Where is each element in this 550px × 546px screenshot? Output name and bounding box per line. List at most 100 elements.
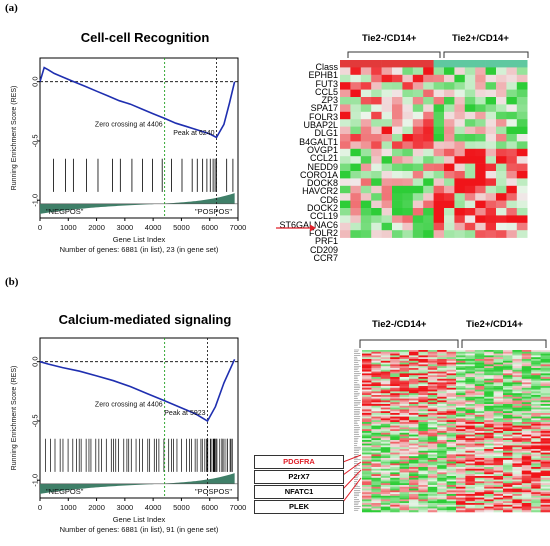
- heatmap-cell: [474, 395, 485, 398]
- heatmap-cell: [371, 360, 382, 363]
- heatmap-cell: [454, 104, 466, 113]
- heatmap-cell: [503, 474, 513, 477]
- heatmap-cell: [371, 506, 382, 509]
- heatmap-cell: [540, 366, 550, 369]
- heatmap-cell: [399, 454, 410, 457]
- heatmap-cell: [493, 477, 504, 480]
- heatmap-cell: [444, 82, 455, 90]
- heatmap-cell: [371, 438, 382, 441]
- heatmap-cell: [540, 485, 550, 488]
- heatmap-cell: [446, 350, 457, 353]
- heatmap-cell: [503, 425, 513, 428]
- heatmap-cell: [531, 476, 541, 479]
- heatmap-cell: [362, 422, 372, 425]
- heatmap-cell: [484, 508, 494, 511]
- heatmap-cell: [418, 357, 429, 360]
- heatmap-cell: [427, 413, 438, 416]
- heatmap-cell: [512, 368, 523, 371]
- heatmap-cell: [399, 382, 410, 385]
- panel-a-title: Cell-cell Recognition: [80, 30, 210, 45]
- heatmap-cell: [540, 405, 550, 408]
- heatmap-cell: [409, 497, 419, 500]
- heatmap-cell: [521, 418, 532, 421]
- heatmap-cell: [371, 488, 382, 491]
- heatmap-cell: [456, 510, 466, 513]
- heatmap-cell: [409, 416, 419, 419]
- heatmap-cell: [465, 443, 476, 446]
- heatmap-cell: [399, 434, 410, 437]
- heatmap-cell: [409, 459, 419, 462]
- heatmap-cell: [485, 104, 497, 113]
- heatmap-cell: [540, 495, 550, 498]
- heatmap-cell: [418, 423, 429, 426]
- heatmap-cell: [475, 141, 486, 150]
- heatmap-cell: [446, 414, 457, 417]
- heatmap-cell: [446, 411, 457, 414]
- heatmap-cell: [531, 389, 541, 392]
- heatmap-cell: [427, 458, 438, 461]
- heatmap-cell: [540, 362, 550, 365]
- heatmap-cell: [390, 443, 400, 446]
- heatmap-cell: [409, 452, 419, 455]
- heatmap-cell: [454, 97, 466, 105]
- heatmap-cell: [390, 371, 400, 374]
- heatmap-cell: [521, 409, 532, 412]
- plot-footer: Number of genes: 6881 (in list), 91 (in …: [60, 525, 219, 534]
- heatmap-cell: [484, 440, 494, 443]
- heatmap-cell: [503, 416, 513, 419]
- heatmap-cell: [390, 398, 400, 401]
- heatmap-cell: [493, 432, 504, 435]
- heatmap-cell: [496, 141, 507, 150]
- heatmap-cell: [360, 222, 372, 231]
- heatmap-cell: [427, 400, 438, 403]
- heatmap-cell: [409, 432, 419, 435]
- heatmap-cell: [456, 416, 466, 419]
- heatmap-cell: [427, 468, 438, 471]
- heatmap-cell: [418, 450, 429, 453]
- heatmap-cell: [412, 111, 424, 120]
- heatmap-cell: [512, 353, 523, 356]
- heatmap-cell: [531, 369, 541, 372]
- heatmap-cell: [423, 134, 434, 142]
- heatmap-cell: [484, 470, 494, 473]
- heatmap-cell: [454, 193, 466, 201]
- heatmap-cell: [540, 411, 550, 414]
- heatmap-cell: [503, 395, 513, 398]
- heatmap-cell: [456, 420, 466, 423]
- heatmap-cell: [399, 488, 410, 491]
- heatmap-cell: [381, 156, 393, 164]
- heatmap-cell: [423, 104, 434, 113]
- heatmap-cell: [506, 134, 518, 142]
- heatmap-cell: [427, 495, 438, 498]
- gene-label: CD6: [319, 194, 338, 205]
- heatmap-cell: [503, 449, 513, 452]
- heatmap-cell: [512, 432, 523, 435]
- heatmap-cell: [418, 369, 429, 372]
- heatmap-cell: [503, 420, 513, 423]
- heatmap-cell: [418, 387, 429, 390]
- heatmap-cell: [512, 380, 523, 383]
- heatmap-cell: [390, 495, 400, 498]
- heatmap-cell: [506, 141, 518, 150]
- heatmap-cell: [540, 353, 550, 356]
- pospos-tag: "POSPOS": [195, 487, 232, 496]
- heatmap-cell: [531, 368, 541, 371]
- heatmap-cell: [362, 490, 372, 493]
- heatmap-cell: [531, 416, 541, 419]
- heatmap-cell: [409, 427, 419, 430]
- heatmap-cell: [493, 350, 504, 353]
- heatmap-cell: [474, 463, 485, 466]
- heatmap-cell: [362, 510, 372, 513]
- heatmap-cell: [381, 222, 393, 231]
- heatmap-cell: [474, 396, 485, 399]
- heatmap-cell: [390, 470, 400, 473]
- heatmap-cell: [493, 369, 504, 372]
- heatmap-cell: [521, 501, 532, 504]
- heatmap-cell: [427, 440, 438, 443]
- heatmap-cell: [456, 427, 466, 430]
- heatmap-cell: [350, 230, 362, 238]
- heatmap-cell: [540, 371, 550, 374]
- heatmap-cell: [390, 375, 400, 378]
- heatmap-cell: [350, 215, 362, 224]
- heatmap-cell: [360, 141, 372, 150]
